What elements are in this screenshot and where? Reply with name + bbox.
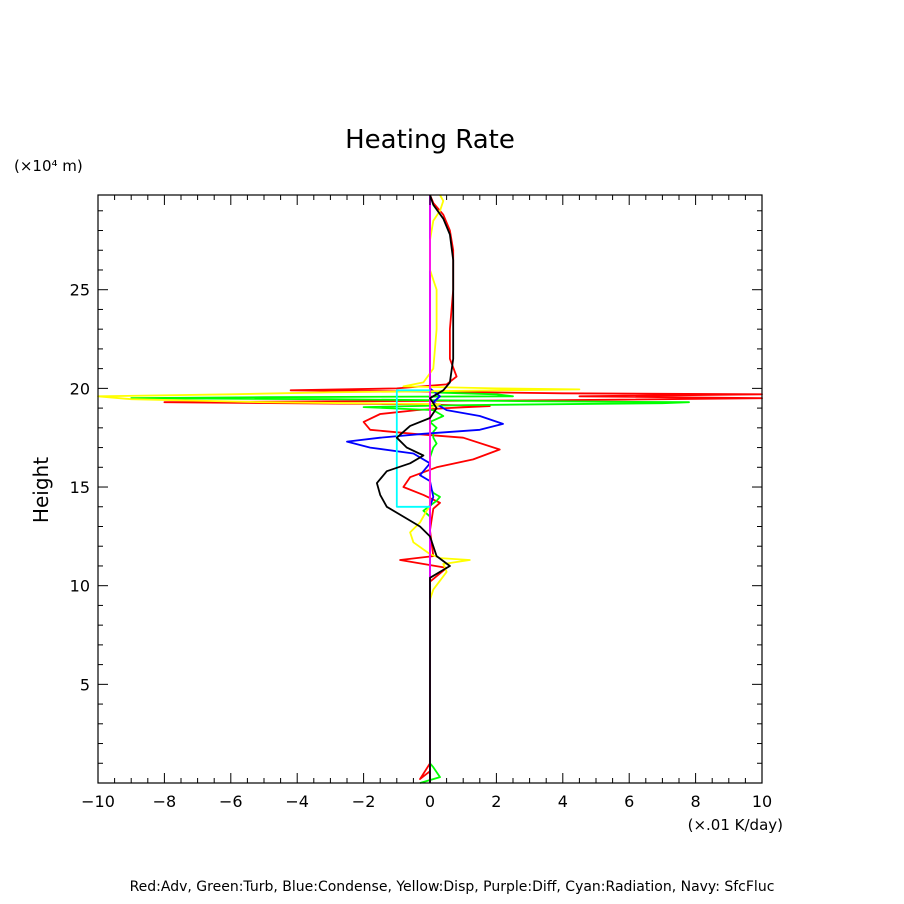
series-line-condense [346,195,504,783]
x-tick-label: 10 [752,792,772,811]
series-layer [97,194,763,784]
series-line-adv [163,194,763,783]
x-tick-label: 8 [691,792,701,811]
x-tick-label: −4 [285,792,309,811]
series-line-sfcfluc [376,194,455,783]
y-axis-label: Height [29,457,53,523]
x-tick-label: 6 [624,792,634,811]
series-line-turb [130,195,690,784]
legend-text: Red:Adv, Green:Turb, Blue:Condense, Yell… [130,879,775,895]
y-axis-units: (×10⁴ m) [14,157,83,175]
y-tick-label: 10 [70,577,90,596]
x-tick-label: −6 [219,792,243,811]
x-tick-label: −8 [153,792,177,811]
x-tick-label: −2 [352,792,376,811]
series-line-radiation [395,389,430,508]
y-tick-label: 5 [80,675,90,694]
x-tick-label: 2 [491,792,501,811]
x-tick-label: −10 [81,792,115,811]
x-tick-label: 0 [425,792,435,811]
series-line-disp [97,194,581,783]
axes-layer: −10 −8 −6 −4 −2 0 2 4 6 8 10 5 10 15 20 25 [70,194,772,811]
y-tick-label: 20 [70,379,90,398]
chart-title: Heating Rate [345,125,515,155]
y-tick-label: 25 [70,281,90,300]
y-tick-label: 15 [70,478,90,497]
x-axis-units: (×.01 K/day) [688,816,783,834]
x-tick-label: 4 [558,792,568,811]
